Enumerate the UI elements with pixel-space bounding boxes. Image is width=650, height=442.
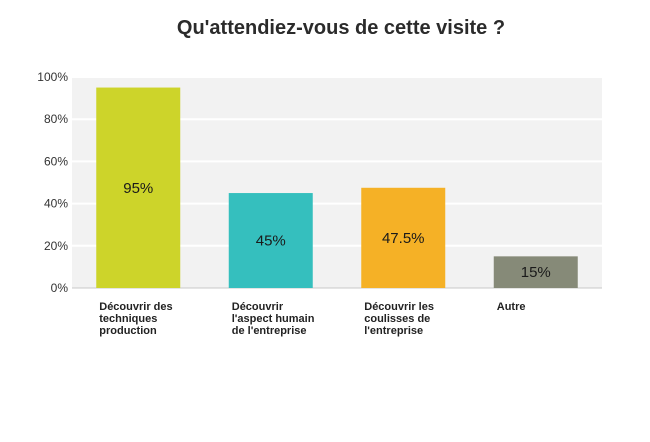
category-label: Autre (497, 301, 526, 313)
category-label: Découvrir (232, 301, 284, 313)
data-label: 45% (256, 233, 286, 250)
y-tick-label: 20% (44, 239, 68, 253)
bar (361, 187, 446, 288)
y-tick-label: 60% (44, 154, 68, 168)
data-label: 15% (521, 264, 551, 281)
category-label: l'aspect humain (232, 313, 315, 325)
category-label: l'entreprise (364, 325, 423, 337)
data-labels: 95% 45% 47.5% 15% (123, 180, 551, 281)
category-label: techniques (99, 313, 157, 325)
data-label: 95% (123, 180, 153, 197)
y-axis: 0% 20% 40% 60% 80% 100% (37, 70, 68, 295)
bar (493, 256, 578, 288)
category-label: coulisses de (364, 313, 430, 325)
category-label: de l'entreprise (232, 325, 307, 337)
chart-title: Qu'attendiez-vous de cette visite ? (177, 17, 505, 39)
bars (96, 87, 578, 288)
y-tick-label: 40% (44, 197, 68, 211)
category-label: Découvrir des (99, 301, 172, 313)
bar (96, 87, 181, 288)
data-label: 47.5% (382, 230, 425, 247)
y-tick-label: 80% (44, 112, 68, 126)
y-tick-label: 100% (37, 70, 68, 84)
category-label: production (99, 325, 157, 337)
category-label: Découvrir les (364, 301, 434, 313)
y-tick-label: 0% (51, 281, 69, 295)
bar (228, 193, 313, 288)
